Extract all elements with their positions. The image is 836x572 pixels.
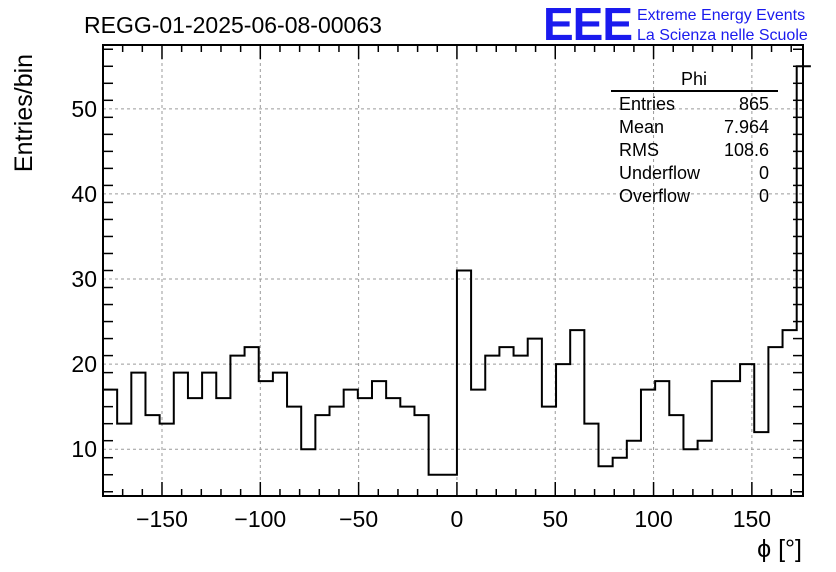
- x-tick-label: 100: [634, 506, 672, 532]
- stats-label: Underflow: [619, 163, 701, 183]
- logo-mark: EEE: [543, 0, 632, 50]
- plot-frame: [102, 44, 804, 497]
- y-tick-label: 50: [71, 96, 97, 122]
- chart-title: REGG-01-2025-06-08-00063: [84, 12, 382, 38]
- stats-value: 0: [759, 186, 769, 206]
- stats-rows: Entries 865 Mean 7.964 RMS 108.6 Underflow 0 Ove…: [619, 94, 769, 206]
- stats-value: 108.6: [724, 140, 769, 160]
- y-tick-label: 30: [71, 266, 97, 292]
- stats-label: RMS: [619, 140, 659, 160]
- stats-value: 865: [739, 94, 769, 114]
- stats-value: 7.964: [724, 117, 769, 137]
- x-tick-label: −100: [234, 506, 286, 532]
- y-axis-label: Entries/bin: [10, 54, 38, 172]
- x-tick-label: 150: [733, 506, 771, 532]
- stats-value: 0: [759, 163, 769, 183]
- y-tick-label: 40: [71, 181, 97, 207]
- histogram-series: [103, 65, 811, 476]
- y-tick-label: 20: [71, 351, 97, 377]
- stats-label: Overflow: [619, 186, 691, 206]
- x-tick-label: −50: [339, 506, 378, 532]
- tick-labels: −150 −100 −50 0 50 100 150 10 20 30 40 50: [71, 96, 771, 532]
- logo-line-2: La Scienza nelle Scuole: [637, 27, 808, 44]
- stats-label: Entries: [619, 94, 675, 114]
- stats-label: Mean: [619, 117, 664, 137]
- x-axis-label: ϕ [°]: [757, 535, 802, 563]
- logo-line-1: Extreme Energy Events: [637, 7, 805, 24]
- histogram-outline: [103, 65, 811, 476]
- stats-box: Phi Entries 865 Mean 7.964 RMS 108.6 Underflow…: [611, 69, 778, 206]
- x-tick-label: −150: [136, 506, 188, 532]
- y-tick-label: 10: [71, 436, 97, 462]
- stats-name: Phi: [681, 69, 707, 89]
- grid-lines: [103, 45, 803, 496]
- eee-logo: EEE Extreme Energy Events La Scienza nel…: [543, 0, 808, 50]
- x-tick-label: 50: [542, 506, 568, 532]
- x-tick-label: 0: [451, 506, 464, 532]
